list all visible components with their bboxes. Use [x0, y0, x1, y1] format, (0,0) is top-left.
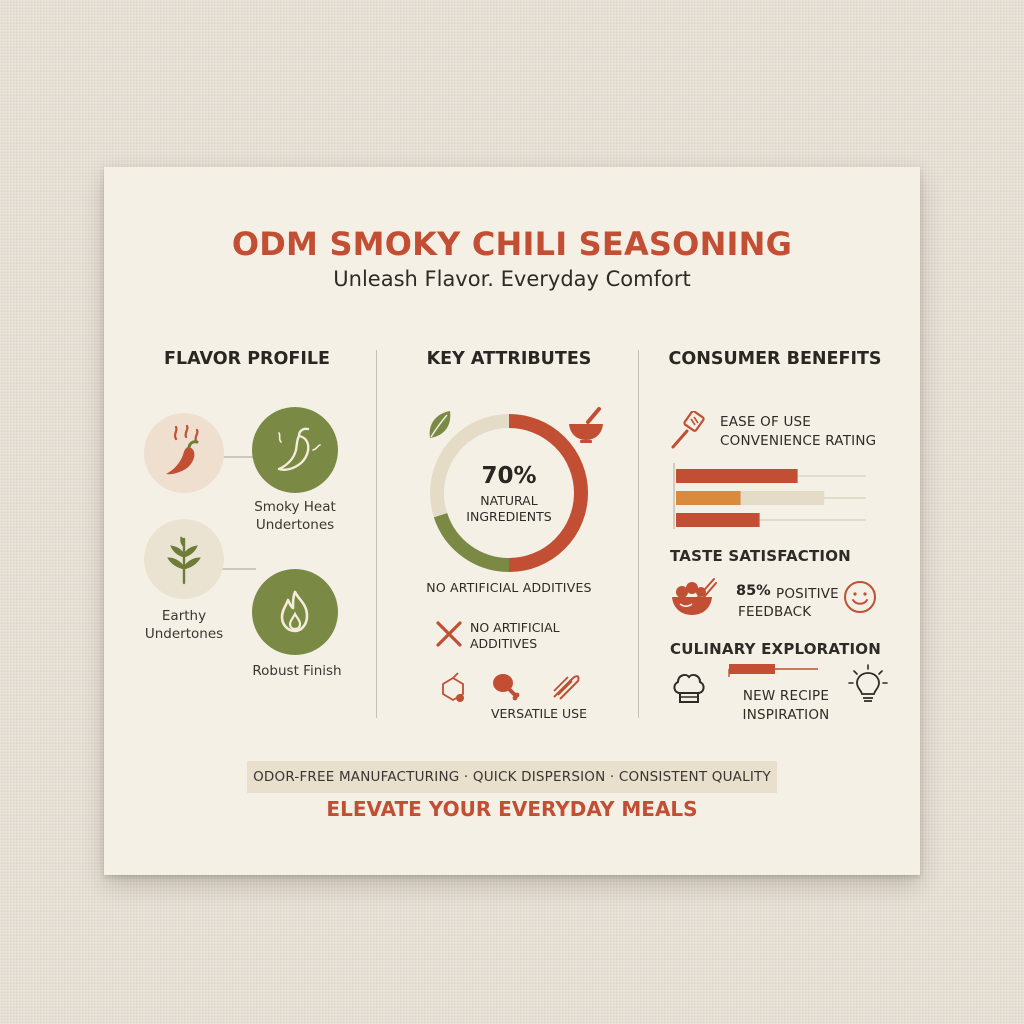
- herb-sprig-icon: [144, 519, 224, 599]
- consumer-benefits-heading: CONSUMER BENEFITS: [668, 349, 882, 369]
- taste-value: 85%: [736, 583, 771, 599]
- spatula-icon: [669, 411, 705, 451]
- ease-rating-bars: [673, 463, 866, 529]
- drumstick-icon: [490, 669, 522, 701]
- taste-satisfaction-heading: TASTE SATISFACTION: [670, 547, 851, 565]
- flame-icon: [252, 569, 338, 655]
- column-divider: [638, 350, 639, 718]
- ease-of-use-label: EASE OF USE CONVENIENCE RATING: [720, 414, 877, 449]
- leaf-icon: [426, 408, 454, 442]
- utensils-icon: [550, 669, 582, 701]
- natural-ingredients-ring: [430, 414, 588, 572]
- molecule-icon: [438, 672, 468, 704]
- page-subtitle: Unleash Flavor. Everyday Comfort: [333, 267, 691, 291]
- infographic-card: ODM SMOKY CHILI SEASONING Unleash Flavor…: [104, 167, 920, 875]
- cross-icon: [434, 619, 464, 649]
- salad-bowl-icon: [668, 577, 718, 619]
- ring-green-segment: [433, 512, 510, 572]
- taste-text: POSITIVE FEEDBACK: [738, 586, 839, 620]
- recipe-inspiration-bar: [728, 664, 818, 677]
- smiley-face-icon: [842, 579, 878, 615]
- ring-label: NATURAL INGREDIENTS: [466, 493, 552, 524]
- flavor-connector-lines: [222, 456, 256, 570]
- earthy-undertones-label: Earthy Undertones: [144, 608, 224, 642]
- no-additives-caption: NO ARTIFICIAL ADDITIVES: [426, 580, 592, 595]
- chef-hat-icon: [670, 669, 708, 707]
- features-band-text: ODOR-FREE MANUFACTURING · QUICK DISPERSI…: [253, 769, 771, 785]
- ring-red-segment: [508, 414, 588, 572]
- mortar-pestle-icon: [566, 405, 606, 445]
- call-to-action: ELEVATE YOUR EVERYDAY MEALS: [326, 797, 698, 821]
- key-attributes-heading: KEY ATTRIBUTES: [426, 349, 592, 369]
- culinary-exploration-heading: CULINARY EXPLORATION: [670, 640, 881, 658]
- flavor-profile-heading: FLAVOR PROFILE: [164, 349, 330, 369]
- green-chili-icon: [252, 407, 338, 493]
- versatile-use-label: VERSATILE USE: [490, 706, 588, 721]
- robust-finish-label: Robust Finish: [252, 663, 342, 679]
- rating-bar: [676, 491, 741, 505]
- smoky-heat-label: Smoky Heat Undertones: [254, 499, 336, 533]
- ring-value: 70%: [481, 463, 537, 489]
- no-additives-item: NO ARTIFICIAL ADDITIVES: [470, 620, 560, 651]
- chili-pepper-icon: [144, 413, 224, 493]
- rating-bar: [676, 513, 760, 527]
- column-divider: [376, 350, 377, 718]
- rating-bar: [676, 469, 798, 483]
- page-title: ODM SMOKY CHILI SEASONING: [231, 225, 793, 263]
- lightbulb-icon: [848, 663, 888, 707]
- new-recipe-label: NEW RECIPE INSPIRATION: [742, 688, 830, 723]
- features-band: ODOR-FREE MANUFACTURING · QUICK DISPERSI…: [247, 761, 777, 793]
